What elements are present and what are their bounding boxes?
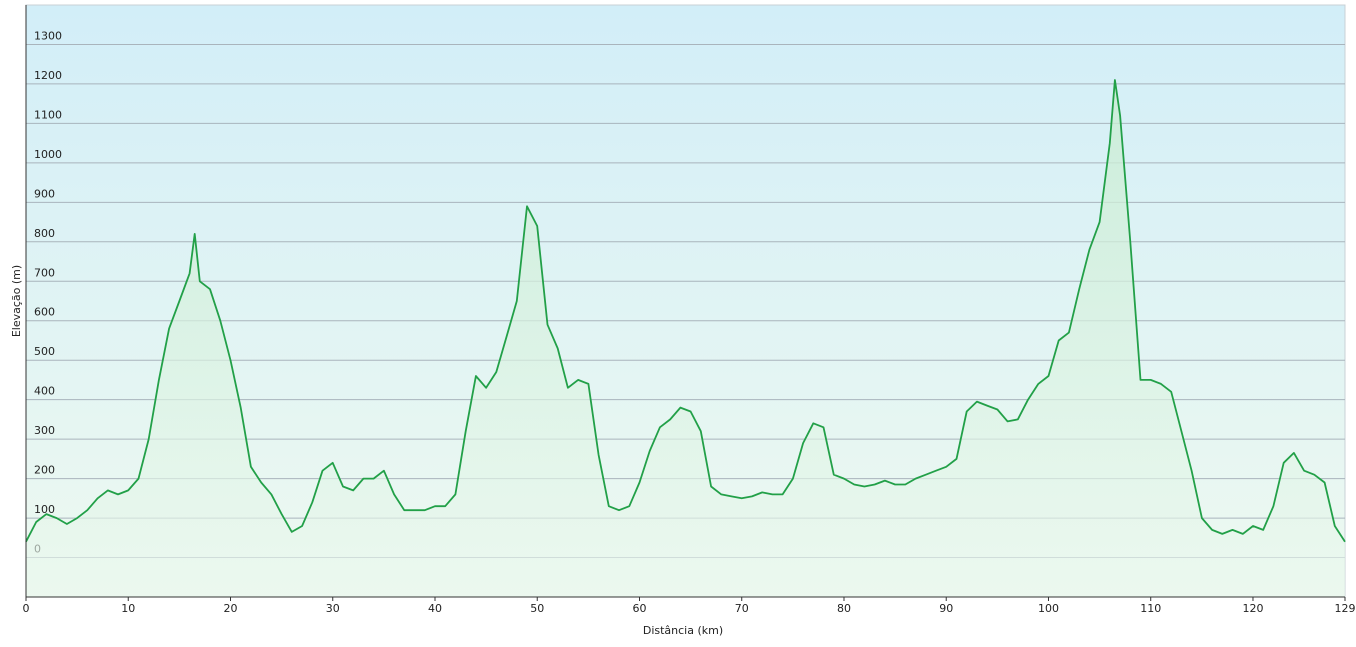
y-tick-label: 1100 (34, 108, 62, 121)
x-axis-label: Distância (km) (643, 624, 723, 637)
y-tick-label: 1300 (34, 29, 62, 42)
x-tick-label: 80 (837, 602, 851, 615)
y-tick-label: 500 (34, 345, 55, 358)
y-tick-label: 900 (34, 187, 55, 200)
x-tick-label: 20 (223, 602, 237, 615)
y-tick-label: 700 (34, 266, 55, 279)
x-tick-label: 100 (1038, 602, 1059, 615)
x-tick-label: 120 (1242, 602, 1263, 615)
x-tick-label: 129 (1335, 602, 1356, 615)
y-tick-label: 400 (34, 385, 55, 398)
y-tick-label: 300 (34, 424, 55, 437)
y-tick-label: 1000 (34, 148, 62, 161)
y-tick-label: 1200 (34, 69, 62, 82)
x-tick-label: 30 (326, 602, 340, 615)
x-tick-label: 70 (735, 602, 749, 615)
x-tick-label: 90 (939, 602, 953, 615)
y-tick-label: 200 (34, 464, 55, 477)
y-tick-label: 600 (34, 306, 55, 319)
elevation-line (25, 79, 1346, 543)
y-tick-label: 100 (34, 503, 55, 516)
y-axis-label: Elevação (m) (10, 265, 23, 337)
x-tick-label: 40 (428, 602, 442, 615)
x-tick-label: 0 (23, 602, 30, 615)
y-tick-label: 800 (34, 227, 55, 240)
area-fill (26, 80, 1345, 597)
x-tick-label: 50 (530, 602, 544, 615)
x-tick-label: 60 (632, 602, 646, 615)
x-tick-label: 10 (121, 602, 135, 615)
x-tick-label: 110 (1140, 602, 1161, 615)
